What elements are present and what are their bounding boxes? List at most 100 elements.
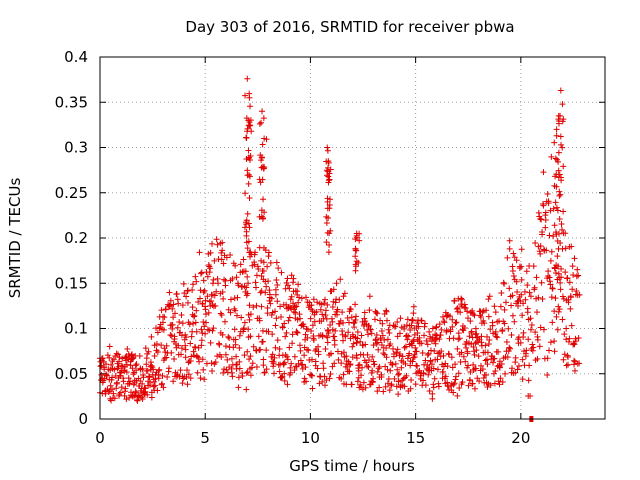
data-point [193,278,200,285]
data-point [204,273,211,280]
data-point [540,169,547,176]
data-point [522,353,529,360]
data-point [164,374,171,381]
data-point [433,323,440,330]
data-point [456,335,463,342]
data-point [284,275,291,282]
data-point [551,348,558,355]
data-point [351,324,358,331]
data-point [358,372,365,379]
data-point [511,318,518,325]
data-point [506,237,513,244]
data-point [460,353,467,360]
data-point [324,147,331,154]
data-point [260,165,267,172]
data-point [364,351,371,358]
data-point [404,355,411,362]
data-point [554,276,561,283]
data-point [564,274,571,281]
data-point [273,259,280,266]
data-point [556,230,562,237]
data-point [385,375,392,382]
data-point [314,299,321,306]
data-point [324,144,331,151]
data-point [385,326,392,333]
data-point [139,380,146,387]
data-point [321,382,328,389]
data-point [309,322,316,329]
data-point [241,319,248,326]
data-point [333,280,340,287]
data-point [527,315,534,322]
data-point [293,303,300,310]
data-point [369,367,376,374]
data-point [349,354,356,361]
data-point [308,327,315,334]
data-point [220,369,227,376]
data-point [409,317,416,324]
data-point [386,329,393,336]
data-point [258,119,265,126]
data-point [325,249,332,256]
data-point [552,295,559,302]
data-point [573,288,580,295]
data-point [384,317,391,324]
data-point [249,360,256,367]
data-point [241,352,248,359]
data-point [461,325,468,332]
data-point [323,167,330,174]
data-points [97,75,583,422]
data-point [375,346,382,353]
data-point [294,329,301,336]
data-point [111,395,118,402]
data-point [246,157,253,164]
data-point [331,360,338,367]
data-point [302,294,309,301]
data-point [148,362,155,369]
data-point [496,381,503,388]
data-point [133,361,140,368]
data-point [153,340,160,347]
data-point [389,361,396,368]
data-point [148,333,155,340]
data-point [378,327,385,334]
data-point [410,310,417,317]
data-point [176,319,183,326]
data-point [492,367,499,374]
data-point [348,314,355,321]
data-point [435,383,442,390]
data-point [426,328,433,335]
data-point [395,391,402,398]
data-point [370,375,377,382]
data-point [416,334,423,341]
data-point [181,290,188,297]
data-point [478,333,485,340]
data-point [159,372,166,379]
data-point [323,377,330,384]
y-tick-label: 0.2 [64,229,88,247]
data-point [540,202,547,209]
data-point [201,323,208,330]
data-point [253,284,260,291]
data-point [273,315,280,322]
data-point [355,362,362,369]
data-point [219,239,226,246]
data-point [340,319,347,326]
data-point [244,273,251,280]
data-point [483,307,490,314]
data-point [163,354,170,361]
data-point [239,372,246,379]
data-point [218,312,225,319]
data-point [302,364,309,371]
data-point [358,332,365,339]
x-axis-label: GPS time / hours [289,457,415,475]
data-point [484,361,491,368]
data-point [378,371,385,378]
data-point [458,295,465,302]
data-point [258,288,265,295]
data-point [284,381,291,388]
data-point [555,174,562,181]
data-point [302,378,309,385]
data-point [525,336,532,343]
data-point [526,289,533,296]
